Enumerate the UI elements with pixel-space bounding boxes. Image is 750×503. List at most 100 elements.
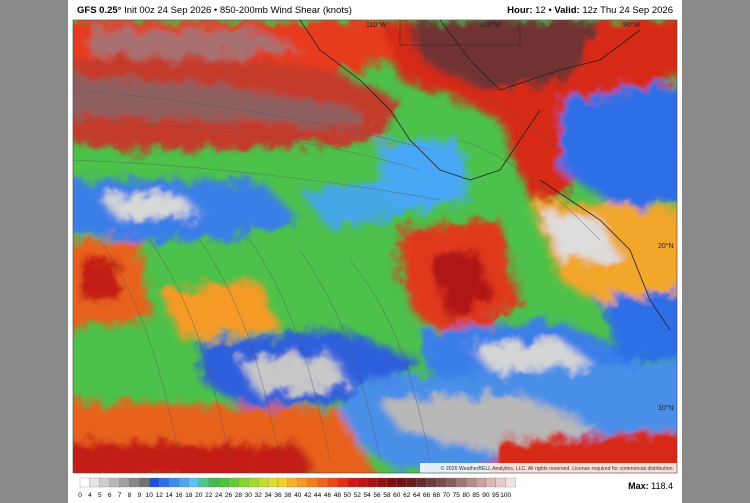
colorbar-label: 14 — [165, 492, 173, 499]
colorbar-label: 9 — [138, 492, 142, 499]
colorbar-label: 36 — [274, 492, 282, 499]
colorbar-swatch — [228, 477, 239, 488]
colorbar-label: 46 — [324, 492, 332, 499]
hour-label: Hour: — [507, 5, 532, 16]
colorbar-label: 75 — [453, 492, 461, 499]
colorbar-label: 6 — [108, 492, 112, 499]
run: Init 00z 24 Sep 2026 • 850-200mb Wind Sh… — [124, 5, 352, 16]
max-label: Max: — [628, 481, 649, 491]
colorbar-swatch — [277, 477, 289, 488]
map: 110°W 100°W 90°W 20°N 10°N © 2026 Weathe… — [73, 20, 677, 473]
colorbar-swatch — [456, 477, 467, 488]
colorbar-swatch — [287, 477, 298, 488]
colorbar-label: 38 — [284, 492, 292, 499]
colorbar-swatch — [119, 477, 130, 488]
colorbar-swatch — [475, 477, 487, 488]
colorbar-label: 54 — [363, 492, 371, 499]
colorbar-label: 8 — [128, 492, 132, 499]
colorbar-label: 90 — [482, 492, 490, 499]
hour: 12 • — [535, 5, 552, 16]
colorbar-swatch — [446, 477, 457, 488]
lon-label: 110°W — [366, 21, 387, 29]
colorbar-label: 26 — [225, 492, 233, 499]
lon-label: 100°W — [480, 21, 501, 29]
colorbar-label: 16 — [175, 492, 183, 499]
colorbar-swatch — [495, 477, 506, 488]
colorbar-swatch — [396, 477, 407, 488]
colorbar-label: 10 — [146, 492, 154, 499]
colorbar-swatch — [406, 477, 417, 488]
colorbar-swatch — [149, 477, 160, 488]
colorbar-swatch — [386, 477, 397, 488]
colorbar-swatch — [416, 477, 427, 488]
colorbar-swatch — [139, 477, 150, 488]
colorbar-swatch — [79, 477, 91, 488]
colorbar-swatch — [188, 477, 199, 488]
colorbar-swatch — [297, 477, 308, 488]
valid-label: Valid: — [554, 5, 579, 16]
colorbar-swatch — [159, 477, 170, 488]
colorbar-label: 24 — [215, 492, 223, 499]
valid: 12z Thu 24 Sep 2026 — [582, 5, 673, 16]
lat-label: 20°N — [658, 242, 674, 250]
colorbar-label: 70 — [443, 492, 451, 499]
colorbar-swatch — [327, 477, 338, 488]
colorbar-label: 56 — [373, 492, 381, 499]
colorbar-swatch — [465, 477, 477, 488]
colorbar-label: 64 — [413, 492, 421, 499]
colorbar-swatch — [317, 477, 328, 488]
colorbar-swatch — [168, 477, 180, 488]
colorbar-label: 22 — [205, 492, 213, 499]
colorbar-swatch — [109, 477, 120, 488]
colorbar-label: 4 — [88, 492, 92, 499]
colorbar-swatch — [307, 477, 318, 488]
colorbar-label: 5 — [98, 492, 102, 499]
colorbar-label: 20 — [195, 492, 203, 499]
colorbar-swatch — [436, 477, 447, 488]
colorbar-swatch — [357, 477, 368, 488]
colorbar-label: 40 — [294, 492, 302, 499]
colorbar-swatch — [426, 477, 437, 488]
max-value: 118.4 — [651, 481, 673, 491]
colorbar-label: 48 — [334, 492, 342, 499]
colorbar-swatch — [89, 477, 100, 488]
colorbar-label: 66 — [423, 492, 431, 499]
colorbar-label: 42 — [304, 492, 312, 499]
colorbar-label: 50 — [344, 492, 352, 499]
colorbar: 0 4 5 6 7 8 9 10 12 14 16 18 20 22 24 26 28 30 32 34 36 38 40 4… — [78, 477, 516, 499]
colorbar-swatch — [178, 477, 190, 488]
lon-label: 90°W — [623, 21, 641, 29]
max-readout: Max: 118.4 — [628, 481, 673, 491]
colorbar-label: 100 — [500, 492, 511, 499]
colorbar-label: 28 — [235, 492, 243, 499]
colorbar-label: 80 — [462, 492, 470, 499]
colorbar-label: 68 — [433, 492, 441, 499]
colorbar-label: 12 — [156, 492, 164, 499]
colorbar-label: 44 — [314, 492, 322, 499]
colorbar-swatch — [238, 477, 249, 488]
copyright: © 2026 WeatherBELL Analytics, LLC. All r… — [441, 465, 674, 472]
colorbar-swatch — [208, 477, 219, 488]
colorbar-label: 52 — [354, 492, 362, 499]
colorbar-label: 7 — [118, 492, 122, 499]
colorbar-label: 32 — [255, 492, 263, 499]
header-right: Hour: 12 • Valid: 12z Thu 24 Sep 2026 — [507, 5, 673, 16]
colorbar-label: 0 — [78, 492, 82, 499]
colorbar-label: 18 — [185, 492, 193, 499]
colorbar-swatch — [337, 477, 348, 488]
colorbar-swatch — [267, 477, 279, 488]
colorbar-label: 58 — [383, 492, 391, 499]
colorbar-swatch — [129, 477, 140, 488]
colorbar-swatch — [248, 477, 259, 488]
colorbar-swatch — [198, 477, 209, 488]
lat-label: 10°N — [658, 404, 674, 412]
colorbar-label: 62 — [403, 492, 411, 499]
colorbar-swatch — [485, 477, 496, 488]
colorbar-swatch — [218, 477, 229, 488]
colorbar-swatch — [376, 477, 388, 488]
colorbar-swatch — [366, 477, 378, 488]
colorbar-swatch — [99, 477, 110, 488]
colorbar-label: 95 — [492, 492, 500, 499]
colorbar-label: 60 — [393, 492, 401, 499]
